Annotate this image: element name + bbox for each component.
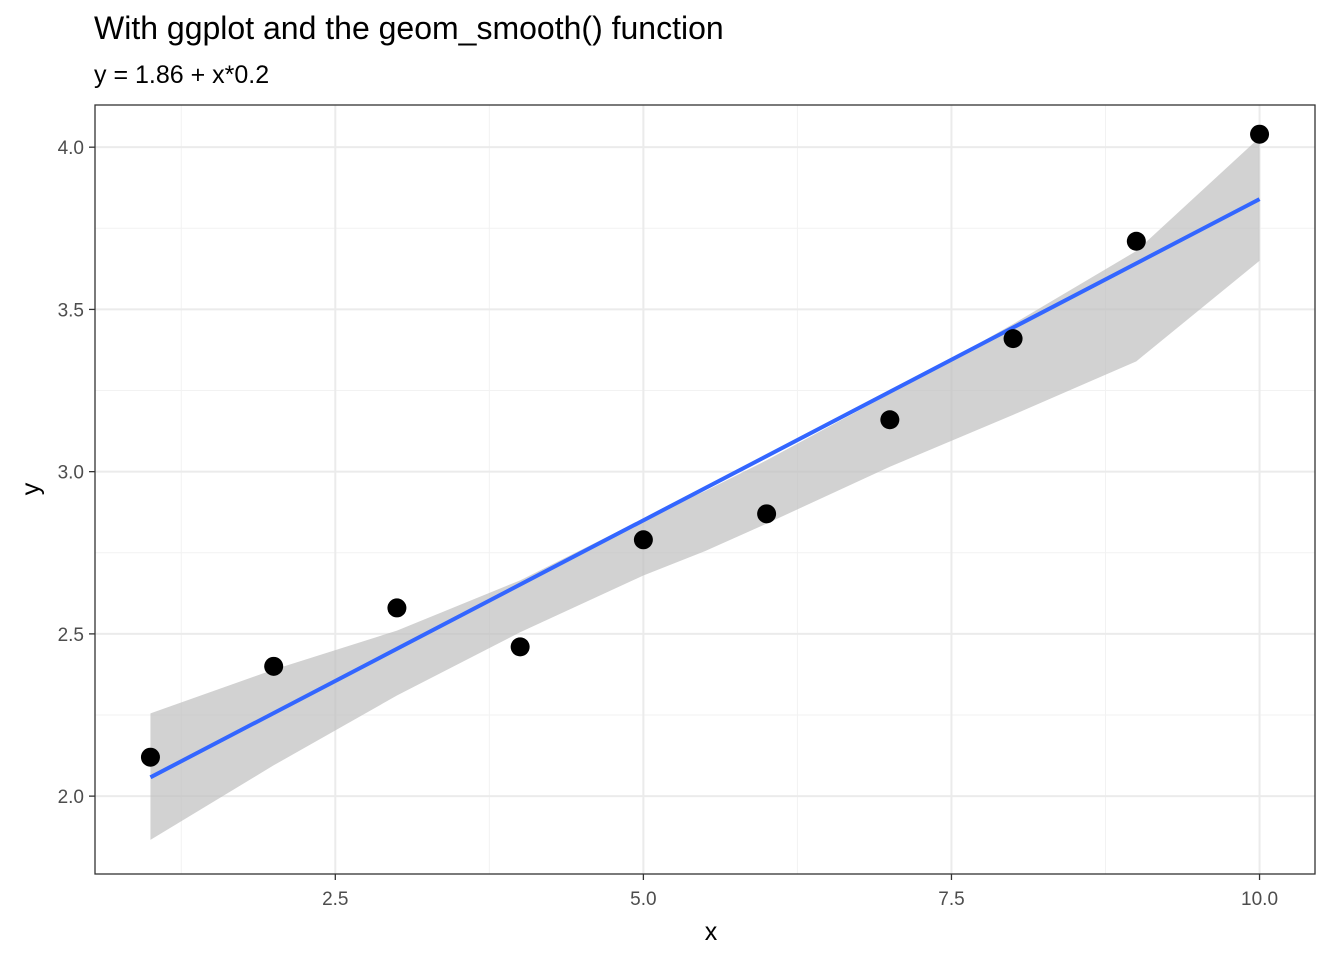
data-point (1250, 124, 1270, 144)
y-tick-label: 2.5 (58, 625, 84, 646)
plot-panel-border (94, 104, 1316, 875)
x-axis-title: x (705, 918, 718, 946)
x-tick-label: 7.5 (938, 889, 964, 910)
y-tick-label: 2.0 (58, 787, 84, 808)
confidence-band (150, 137, 1260, 840)
x-tick-label: 10.0 (1241, 889, 1278, 910)
fit-line-layer (149, 197, 1261, 780)
y-tick-label: 3.0 (58, 463, 84, 484)
data-point (1003, 329, 1023, 349)
y-axis-title: y (17, 482, 45, 495)
data-point (880, 410, 900, 430)
data-point (510, 637, 530, 657)
y-axis-ticks: 2.0 2.5 3.0 3.5 4.0 (58, 138, 95, 808)
fit-line (149, 197, 1261, 780)
data-point (140, 747, 160, 767)
x-tick-label: 2.5 (322, 889, 348, 910)
points-layer (140, 124, 1270, 767)
y-tick-label: 4.0 (58, 138, 84, 159)
data-point (387, 598, 407, 618)
major-grid (95, 105, 1315, 874)
x-tick-label: 5.0 (630, 889, 656, 910)
chart-subtitle: y = 1.86 + x*0.2 (94, 61, 269, 89)
data-point (633, 530, 653, 550)
x-axis-ticks: 2.5 5.0 7.5 10.0 (322, 874, 1278, 910)
data-point (1126, 231, 1146, 251)
chart-title: With ggplot and the geom_smooth() functi… (94, 10, 724, 46)
data-point (757, 504, 777, 524)
data-point (264, 656, 284, 676)
confidence-band-layer (150, 137, 1260, 840)
y-tick-label: 3.5 (58, 300, 84, 321)
